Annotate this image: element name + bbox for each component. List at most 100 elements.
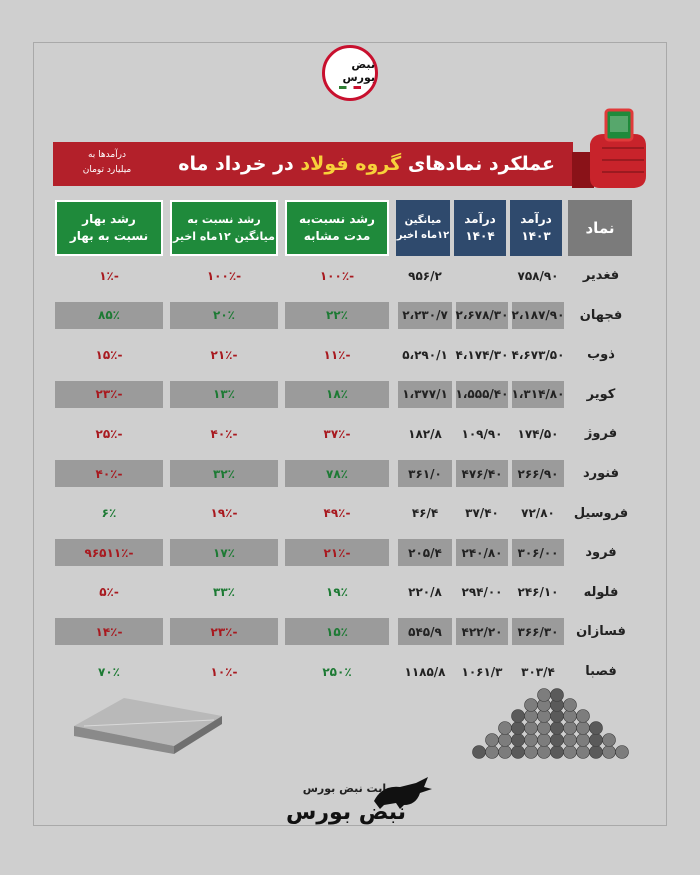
brand-logo: نبض بورس bbox=[322, 45, 378, 101]
unit-note: درآمدها به میلیارد تومان bbox=[65, 148, 149, 178]
steel-ball bbox=[563, 745, 577, 759]
cell-rev1404: ۱۰۶۱/۳ bbox=[461, 664, 503, 679]
header-growth-same-line1: رشد نسبت‌به bbox=[299, 212, 375, 226]
cell-growth-spring: -۲۳٪ bbox=[55, 380, 163, 408]
cell-rev1404: ۲،۶۷۸/۳۰ bbox=[456, 301, 508, 329]
cell-growth-same: -۴۹٪ bbox=[323, 506, 351, 521]
steel-ball bbox=[511, 733, 525, 747]
steel-ball bbox=[576, 733, 590, 747]
cell-avg: ۱۱۸۵/۸ bbox=[404, 664, 446, 679]
header-avg-line1: میانگین bbox=[404, 215, 442, 226]
cell-growth-same: ۱۸٪ bbox=[285, 380, 389, 408]
cell-avg: ۴۶/۴ bbox=[411, 506, 439, 521]
cell-growth-spring: ۶٪ bbox=[101, 506, 117, 521]
title-banner: عملکرد نمادهای گروه فولاد در خرداد ماه د… bbox=[53, 142, 573, 186]
cell-avg: ۲۲۰/۸ bbox=[408, 585, 442, 600]
cell-growth-avg: ۱۳٪ bbox=[170, 380, 278, 408]
cell-avg: ۲۰۵/۴ bbox=[398, 539, 452, 567]
table-row: فجهان ۲،۱۸۷/۹۰ ۲،۶۷۸/۳۰ ۲،۲۳۰/۷ ۲۲٪ ۲۰٪ ۸۵٪ bbox=[55, 301, 640, 329]
cell-rev1403: ۲۴۶/۱۰ bbox=[517, 585, 559, 600]
cell-growth-spring: ۷۰٪ bbox=[98, 664, 120, 679]
steel-ball bbox=[550, 721, 564, 735]
cell-rev1403: ۳۰۳/۴ bbox=[521, 664, 555, 679]
cell-growth-same: ۷۸٪ bbox=[285, 460, 389, 487]
steel-ball bbox=[537, 688, 551, 702]
table-row: فروسیل ۷۲/۸۰ ۳۷/۴۰ ۴۶/۴ -۴۹٪ -۱۹٪ ۶٪ bbox=[60, 500, 640, 527]
cell-symbol: ذوب bbox=[587, 347, 615, 363]
title-highlight: گروه فولاد bbox=[300, 153, 402, 175]
footer-caption: سایت نبض بورس bbox=[302, 782, 398, 795]
steel-ball bbox=[602, 733, 616, 747]
header-growth-avg: رشد نسبت به میانگین ۱۲ماه اخیر bbox=[170, 200, 278, 256]
unit-note-line2: میلیارد تومان bbox=[82, 165, 132, 175]
table-row: فغدیر ۷۵۸/۹۰ ۹۵۶/۲ -۱۰۰٪ -۱۰۰٪ -۱٪ bbox=[60, 262, 640, 289]
header-rev1403: درآمد ۱۴۰۳ bbox=[510, 200, 562, 256]
header-rev1404-line2: ۱۴۰۴ bbox=[465, 229, 495, 243]
steel-ball bbox=[550, 745, 564, 759]
steel-ball bbox=[563, 733, 577, 747]
steel-balls-image bbox=[472, 688, 629, 759]
header-avg: میانگین ۱۲ماه اخیر bbox=[396, 200, 450, 256]
content-frame bbox=[33, 42, 667, 826]
header-growth-avg-line2: میانگین ۱۲ماه اخیر bbox=[173, 230, 275, 243]
cell-symbol: فروسیل bbox=[573, 505, 629, 521]
cell-growth-same: ۱۵٪ bbox=[285, 618, 389, 646]
cell-avg: ۳۶۱/۰ bbox=[398, 460, 452, 487]
table-row: ذوب ۴،۶۷۳/۵۰ ۴،۱۷۴/۳۰ ۵،۲۹۰/۱ -۱۱٪ -۲۱٪ -۱۵٪ bbox=[60, 341, 640, 368]
cell-growth-avg: ۳۲٪ bbox=[170, 460, 278, 487]
fist-icon bbox=[572, 108, 646, 188]
cell-growth-spring: -۱٪ bbox=[99, 268, 119, 283]
cell-rev1404: ۱،۵۵۵/۴۰ bbox=[456, 380, 508, 408]
steel-ball bbox=[589, 733, 603, 747]
header-symbol-label: نماد bbox=[585, 218, 615, 237]
steel-ball bbox=[589, 745, 603, 759]
cell-growth-same: ۲۲٪ bbox=[285, 301, 389, 329]
cell-rev1404: ۴۲۲/۲۰ bbox=[456, 618, 508, 646]
header-growth-same: رشد نسبت‌به مدت مشابه bbox=[285, 200, 389, 256]
steel-ball bbox=[576, 745, 590, 759]
steel-ball bbox=[563, 698, 577, 712]
cell-growth-same: -۲۱٪ bbox=[285, 539, 389, 567]
cell-growth-spring: -۴۰٪ bbox=[55, 460, 163, 487]
unit-note-line1: درآمدها به bbox=[87, 150, 127, 160]
cell-symbol: فغدیر bbox=[582, 268, 620, 283]
steel-ball bbox=[537, 745, 551, 759]
header-symbol: نماد bbox=[568, 200, 632, 256]
cell-growth-avg: ۱۷٪ bbox=[170, 539, 278, 567]
header-growth-spring: رشد بهار نسبت به بهار bbox=[55, 200, 163, 256]
cell-rev1404: ۴۷۶/۴۰ bbox=[456, 460, 508, 487]
cell-growth-avg: -۱۰۰٪ bbox=[206, 268, 242, 283]
cell-rev1403: ۴،۶۷۳/۵۰ bbox=[511, 347, 565, 362]
steel-ball bbox=[537, 721, 551, 735]
cell-rev1404: ۴،۱۷۴/۳۰ bbox=[455, 347, 509, 362]
header-rev1404-line1: درآمد bbox=[464, 212, 496, 226]
steel-ball bbox=[576, 721, 590, 735]
cell-rev1404: ۱۰۹/۹۰ bbox=[461, 426, 503, 441]
steel-ball bbox=[537, 733, 551, 747]
steel-ball bbox=[511, 709, 525, 723]
cell-growth-avg: -۴۰٪ bbox=[210, 426, 238, 441]
steel-ball bbox=[524, 745, 538, 759]
page-title: عملکرد نمادهای گروه فولاد در خرداد ماه bbox=[178, 153, 555, 175]
cell-avg: ۱،۳۷۷/۱ bbox=[398, 380, 452, 408]
cell-growth-spring: ۸۵٪ bbox=[55, 301, 163, 329]
cell-symbol: فروژ bbox=[584, 426, 618, 442]
cell-growth-avg: -۱۰٪ bbox=[210, 664, 238, 679]
cell-growth-spring: -۲۵٪ bbox=[95, 426, 123, 441]
header-avg-line2: ۱۲ماه اخیر bbox=[396, 230, 450, 241]
cell-growth-spring: -۹۶۵۱۱٪ bbox=[55, 539, 163, 567]
steel-ball bbox=[576, 709, 590, 723]
steel-ball bbox=[524, 733, 538, 747]
steel-ball bbox=[602, 745, 616, 759]
steel-ball bbox=[498, 733, 512, 747]
steel-ball bbox=[485, 745, 499, 759]
cell-rev1403: ۷۲/۸۰ bbox=[521, 506, 555, 521]
cell-growth-spring: -۵٪ bbox=[99, 585, 119, 600]
cell-rev1404: ۲۹۴/۰۰ bbox=[461, 585, 503, 600]
cell-avg: ۲،۲۳۰/۷ bbox=[398, 301, 452, 329]
steel-ball bbox=[550, 688, 564, 702]
header-rev1404: درآمد ۱۴۰۴ bbox=[454, 200, 506, 256]
cell-symbol: فسازان bbox=[576, 624, 626, 640]
title-prefix: عملکرد نمادهای bbox=[407, 153, 555, 175]
header-growth-same-line2: مدت مشابه bbox=[303, 229, 371, 243]
